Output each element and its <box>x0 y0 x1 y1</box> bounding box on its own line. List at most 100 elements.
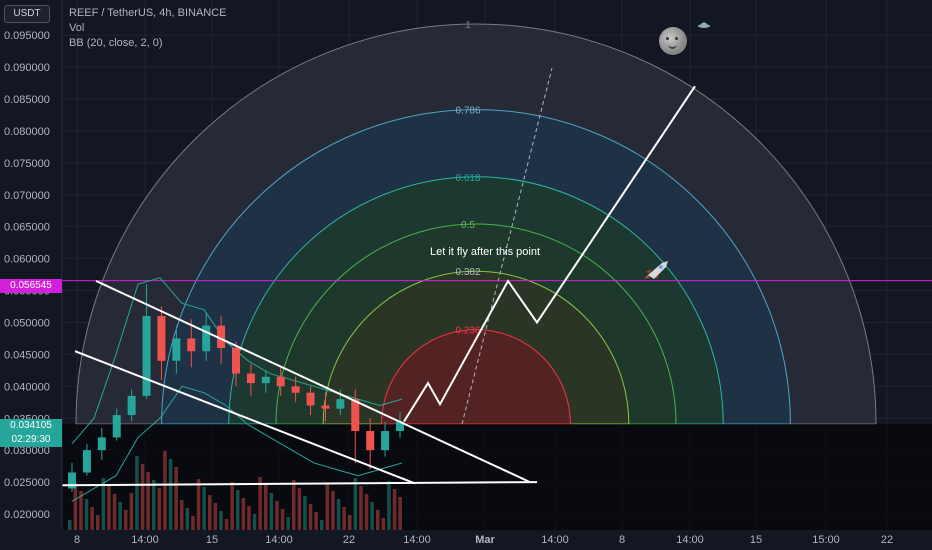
volume-bar <box>140 464 145 530</box>
volume-bar <box>314 512 318 530</box>
y-axis-tick-label: 0.050000 <box>4 317 50 329</box>
volume-bar <box>135 456 139 530</box>
volume-bar <box>96 515 100 530</box>
fib-level-label: 0.786 <box>455 106 480 117</box>
volume-bar <box>275 501 279 530</box>
candle-body <box>351 399 360 432</box>
symbol-title[interactable]: REEF / TetherUS, 4h, BINANCE <box>69 7 227 19</box>
volume-bar <box>241 498 246 530</box>
volume-bar <box>146 472 150 530</box>
volume-bar <box>202 487 206 530</box>
x-axis-tick-label: 8 <box>619 534 625 546</box>
x-axis-tick-label: 8 <box>74 534 80 546</box>
fib-level-label: 0.236 <box>455 326 480 337</box>
volume-bar <box>124 510 128 530</box>
volume-bar <box>292 480 296 530</box>
volume-bar <box>359 486 363 530</box>
volume-bar <box>68 520 72 530</box>
fib-level-label: 0.382 <box>455 267 480 278</box>
volume-bar <box>370 502 374 530</box>
lower-shade <box>62 423 932 530</box>
rocket-icon <box>644 261 668 279</box>
candle-body <box>366 431 375 451</box>
volume-bar <box>269 493 274 530</box>
x-axis-tick-label: 14:00 <box>131 534 159 546</box>
fib-level-label: 0.5 <box>461 220 475 231</box>
support-line <box>61 481 538 487</box>
candle-body <box>127 395 136 416</box>
candle-body <box>82 450 91 473</box>
volume-bar <box>112 494 117 530</box>
volume-bar <box>196 479 201 530</box>
volume-bar <box>258 477 262 530</box>
volume-bar <box>280 509 285 530</box>
candle-body <box>217 325 226 349</box>
y-axis-tick-label: 0.070000 <box>4 190 50 202</box>
volume-bar <box>191 516 195 530</box>
volume-bar <box>73 483 78 530</box>
candle-body <box>172 338 181 361</box>
x-axis-tick-label: 14:00 <box>541 534 569 546</box>
candle-body <box>291 386 300 393</box>
candle-body <box>396 421 404 432</box>
volume-bar <box>252 514 257 530</box>
volume-bar <box>118 502 122 530</box>
volume-bar <box>174 467 178 530</box>
candle-body <box>336 399 345 409</box>
candle-body <box>187 338 196 352</box>
y-axis-tick-label: 0.065000 <box>4 222 50 234</box>
moon-face-icon <box>659 27 687 55</box>
candle-body <box>112 415 121 438</box>
vol-indicator-label[interactable]: Vol <box>69 22 85 34</box>
candle-body <box>97 437 106 451</box>
volume-bar <box>129 493 134 530</box>
candle-body <box>142 316 151 396</box>
volume-bar <box>325 483 330 530</box>
volume-bar <box>308 504 313 530</box>
lower-trend-line <box>74 350 416 485</box>
y-axis-tick-label: 0.085000 <box>4 94 50 106</box>
candle-body <box>381 431 390 451</box>
volume-bar <box>376 510 380 530</box>
volume-bar <box>353 478 358 530</box>
y-axis-tick-label: 0.060000 <box>4 254 50 266</box>
y-axis-tick-label: 0.045000 <box>4 349 50 361</box>
volume-bar <box>286 517 290 530</box>
volume-bar <box>303 496 307 530</box>
volume-bar <box>320 520 324 530</box>
bb-indicator-label[interactable]: BB (20, close, 2, 0) <box>69 37 163 49</box>
x-axis-tick-label: 15:00 <box>812 534 840 546</box>
x-axis-tick-label: 14:00 <box>403 534 431 546</box>
volume-bar <box>107 486 111 530</box>
x-axis-tick-label: 15 <box>750 534 762 546</box>
chart-legend: REEF / TetherUS, 4h, BINANCE Vol BB (20,… <box>69 6 227 51</box>
fib-level-label: 1 <box>465 20 471 31</box>
x-axis <box>0 530 932 550</box>
volume-bar <box>348 515 352 530</box>
volume-bar <box>84 499 89 530</box>
projection-path <box>403 85 696 422</box>
volume-bar <box>180 500 184 530</box>
x-axis-tick-label: 14:00 <box>676 534 704 546</box>
candle-body <box>246 373 255 384</box>
currency-button[interactable]: USDT <box>4 5 50 23</box>
candle-body <box>306 392 315 406</box>
volume-bar <box>392 489 397 530</box>
fib-trend-line <box>461 67 553 425</box>
y-axis-tick-label: 0.095000 <box>4 30 50 42</box>
volume-bar <box>224 519 229 530</box>
candle-body <box>232 348 240 374</box>
volume-bar <box>163 451 167 530</box>
candle-body <box>261 376 270 384</box>
y-axis-tick-label: 0.040000 <box>4 381 50 393</box>
ufo-icon <box>698 22 710 28</box>
volume-bar <box>90 507 94 530</box>
volume-bar <box>185 508 190 530</box>
annotation-text: Let it fly after this point <box>430 246 540 258</box>
volume-bar <box>101 478 106 530</box>
volume-bar <box>364 494 369 530</box>
volume-bar <box>387 481 391 530</box>
candle-body <box>68 472 76 489</box>
